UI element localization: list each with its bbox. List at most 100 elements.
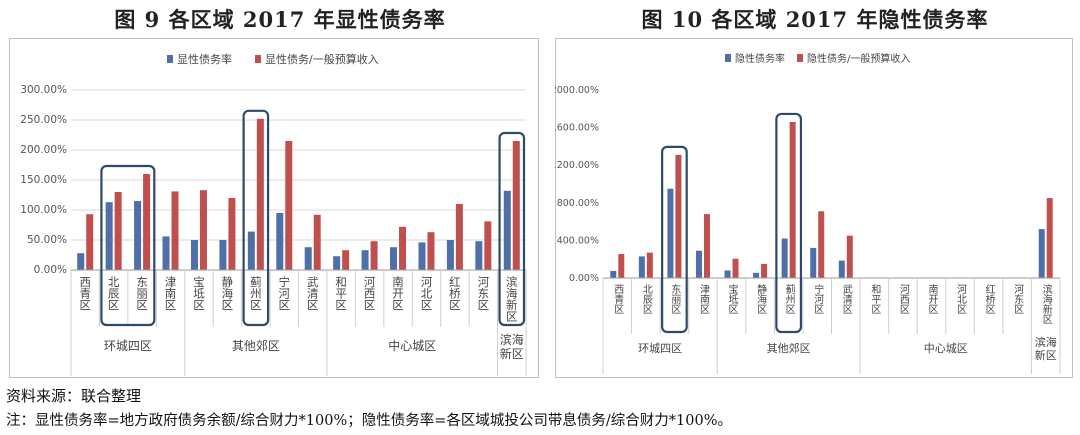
legend-swatch-series-2 <box>797 54 803 62</box>
category-label-静海区: 静海区 <box>755 283 767 314</box>
bar-武清区-series-2 <box>846 235 853 278</box>
y-tick-label: 2000.00% <box>555 85 599 96</box>
y-tick-label: 400.00% <box>557 235 599 246</box>
bar-北辰区-series-2 <box>114 192 122 270</box>
group-label-滨海新区: 滨海新区 <box>1035 335 1057 362</box>
implicit-debt-chart: 隐性债务率 隐性债务/一般预算收入 0.00% 400.00% 800.00% 1200.… <box>555 38 1073 378</box>
source-note: 资料来源：联合整理 <box>6 387 142 405</box>
category-label-河东区: 河东区 <box>476 276 490 311</box>
bar-宝坻区-series-2 <box>199 190 207 270</box>
bar-静海区-series-2 <box>228 198 236 270</box>
bar-北辰区-series-1 <box>105 202 113 270</box>
bar-宁河区-series-1 <box>276 213 284 270</box>
category-label-河北区: 河北区 <box>955 284 967 314</box>
group-label-环城四区: 环城四区 <box>104 339 152 353</box>
category-label-宁河区: 宁河区 <box>277 275 291 310</box>
category-label-西青区: 西青区 <box>612 284 624 314</box>
legend-label-series-1: 隐性债务率 <box>735 52 785 65</box>
bar-西青区-series-1 <box>610 270 617 278</box>
y-tick-label: 0.00% <box>34 264 67 276</box>
category-label-西青区: 西青区 <box>78 276 92 311</box>
bar-蓟州区-series-2 <box>256 118 264 270</box>
bar-红桥区-series-1 <box>446 240 454 270</box>
explicit-debt-chart: 显性债务率 显性债务/一般预算收入 0.00% 50.00% 100.00% 150.00… <box>9 38 539 378</box>
bar-静海区-series-1 <box>219 240 227 270</box>
y-tick-label: 0.00% <box>569 273 599 284</box>
bar-宁河区-series-2 <box>818 211 825 278</box>
group-label-环城四区: 环城四区 <box>638 342 682 355</box>
bar-河东区-series-1 <box>475 241 483 270</box>
highlight-box <box>498 131 526 327</box>
category-label-武清区: 武清区 <box>306 276 320 311</box>
bar-宁河区-series-1 <box>810 247 817 278</box>
category-label-宝坻区: 宝坻区 <box>192 275 206 310</box>
y-tick-label: 800.00% <box>557 198 599 209</box>
bar-津南区-series-2 <box>171 191 179 270</box>
bar-河北区-series-1 <box>418 242 426 270</box>
y-tick-label: 150.00% <box>20 174 67 186</box>
group-label-其他郊区: 其他郊区 <box>232 339 280 353</box>
bar-东丽区-series-2 <box>143 174 151 270</box>
bar-武清区-series-2 <box>313 214 321 270</box>
bar-河北区-series-2 <box>427 232 435 270</box>
bar-河西区-series-2 <box>370 241 378 270</box>
bar-西青区-series-2 <box>86 214 94 270</box>
group-label-中心城区: 中心城区 <box>388 338 436 353</box>
bar-滨海新区-series-1 <box>1038 229 1045 278</box>
highlight-box <box>775 112 803 334</box>
bar-宝坻区-series-1 <box>724 270 731 278</box>
category-label-宁河区: 宁河区 <box>812 283 824 314</box>
bar-武清区-series-1 <box>838 260 845 278</box>
bar-津南区-series-2 <box>703 214 710 278</box>
category-label-红桥区: 红桥区 <box>448 276 462 311</box>
category-label-滨海新区: 滨海新区 <box>505 275 519 322</box>
bar-河东区-series-2 <box>484 221 492 270</box>
bar-蓟州区-series-1 <box>781 238 788 278</box>
y-tick-label: 300.00% <box>20 84 67 96</box>
category-label-河北区: 河北区 <box>419 276 433 311</box>
highlight-box <box>661 145 688 334</box>
bar-静海区-series-2 <box>761 263 768 278</box>
category-label-北辰区: 北辰区 <box>640 284 652 314</box>
group-label-滨海新区: 滨海新区 <box>500 332 524 361</box>
category-label-静海区: 静海区 <box>220 275 234 310</box>
bar-东丽区-series-2 <box>675 154 682 278</box>
category-label-和平区: 和平区 <box>334 276 348 311</box>
legend-label-series-2: 隐性债务/一般预算收入 <box>807 52 910 65</box>
bar-蓟州区-series-2 <box>789 121 796 279</box>
bar-滨海新区-series-2 <box>1046 198 1053 278</box>
chart-frame <box>9 38 539 378</box>
formula-note: 注：显性债务率=地方政府债务余额/综合财力*100%；隐性债务率=各区域城投公司… <box>6 413 732 429</box>
bar-宝坻区-series-1 <box>190 240 198 270</box>
bar-北辰区-series-2 <box>646 252 653 278</box>
y-tick-label: 200.00% <box>20 144 67 156</box>
bar-津南区-series-1 <box>695 250 702 278</box>
bar-河西区-series-1 <box>361 250 369 270</box>
bar-和平区-series-2 <box>342 250 350 270</box>
highlight-box <box>100 164 156 327</box>
bar-宁河区-series-2 <box>285 141 293 270</box>
bar-蓟州区-series-1 <box>247 231 255 270</box>
category-label-河西区: 河西区 <box>363 276 377 311</box>
category-label-红桥区: 红桥区 <box>983 283 995 314</box>
bar-红桥区-series-2 <box>455 204 463 270</box>
category-label-滨海新区: 滨海新区 <box>1040 283 1052 324</box>
category-label-津南区: 津南区 <box>164 276 178 311</box>
category-label-和平区: 和平区 <box>869 284 881 314</box>
category-label-南开区: 南开区 <box>926 283 938 314</box>
bar-武清区-series-1 <box>304 247 312 270</box>
legend-swatch-series-1 <box>725 54 731 62</box>
chart-title-explicit-debt: 图 9 各区域 2017 年显性债务率 <box>114 7 446 32</box>
bar-静海区-series-1 <box>753 272 760 278</box>
legend-label-series-1: 显性债务率 <box>177 52 232 66</box>
category-label-北辰区: 北辰区 <box>107 276 121 311</box>
y-tick-label: 1600.00% <box>555 123 599 134</box>
y-tick-label: 250.00% <box>20 114 67 126</box>
bar-和平区-series-1 <box>333 256 341 270</box>
highlight-box <box>242 109 270 327</box>
category-label-蓟州区: 蓟州区 <box>783 283 795 314</box>
category-label-河西区: 河西区 <box>897 284 909 314</box>
bar-西青区-series-2 <box>618 254 625 278</box>
y-tick-label: 100.00% <box>20 204 67 216</box>
legend-swatch-series-1 <box>167 55 173 63</box>
